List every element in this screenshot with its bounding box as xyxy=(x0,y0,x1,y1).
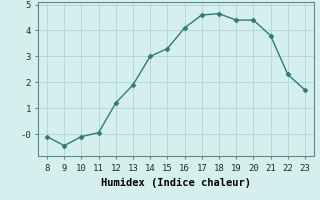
X-axis label: Humidex (Indice chaleur): Humidex (Indice chaleur) xyxy=(101,178,251,188)
